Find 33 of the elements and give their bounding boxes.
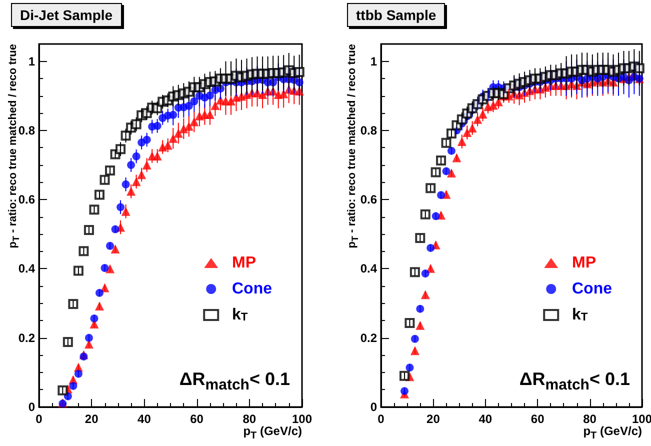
x-tick-label: 80 xyxy=(583,412,597,426)
y-tick-label: 0 xyxy=(370,400,378,414)
legend-label: kT xyxy=(563,306,588,324)
legend-label: MP xyxy=(223,254,256,272)
x-tick-label: 20 xyxy=(426,412,440,426)
y-tick-label: 1 xyxy=(370,54,378,68)
chart-title: ttbb Sample xyxy=(356,7,436,23)
x-tick-label: 40 xyxy=(138,412,152,426)
legend-label: MP xyxy=(563,254,596,272)
y-tick-label: 0.2 xyxy=(360,330,378,345)
y-tick-label: 0.4 xyxy=(360,262,378,276)
legend-label: Cone xyxy=(563,280,612,298)
legend-label: kT xyxy=(223,306,248,324)
x-tick-label: 40 xyxy=(478,412,492,426)
x-tick-label: 100 xyxy=(292,412,312,426)
y-tick-label: 0.2 xyxy=(18,330,36,345)
y-tick-label: 0 xyxy=(28,400,36,414)
y-tick-label: 0.6 xyxy=(18,192,36,207)
annotation: ΔR$_{match}$< 0.1 xyxy=(519,369,630,394)
x-axis-title: p$_{T}$ (GeV/c) xyxy=(243,424,302,442)
chart-title: Di-Jet Sample xyxy=(20,7,113,23)
x-tick-label: 60 xyxy=(530,412,545,426)
x-tick-label: 20 xyxy=(84,412,99,426)
y-tick-label: 1 xyxy=(28,54,36,68)
annotation: ΔR$_{match}$< 0.1 xyxy=(179,369,290,394)
legend-label: Cone xyxy=(223,280,272,298)
y-tick-label: 0.8 xyxy=(18,123,36,138)
y-tick-label: 0.6 xyxy=(360,192,378,207)
x-tick-label: 60 xyxy=(190,412,204,426)
y-tick-label: 0.8 xyxy=(360,123,378,138)
y-tick-label: 0.4 xyxy=(18,262,36,276)
x-axis-title: p$_{T}$ (GeV/c) xyxy=(583,424,642,442)
x-tick-label: 80 xyxy=(242,412,256,426)
